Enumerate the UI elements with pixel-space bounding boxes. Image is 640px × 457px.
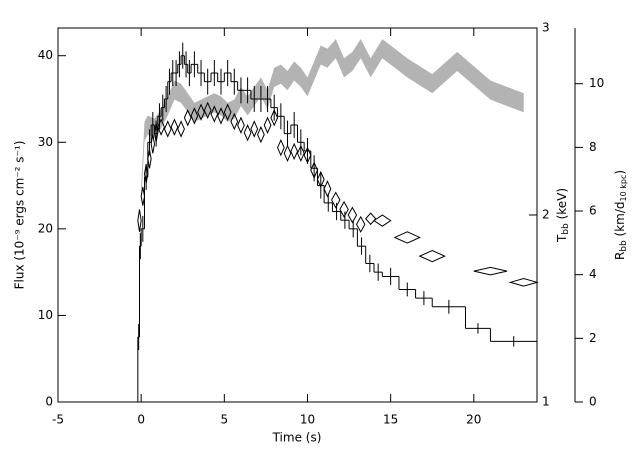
temperature-diamond [197,103,205,121]
x-axis-label: Time (s) [272,431,322,445]
temperature-diamond [147,149,152,169]
x-tick-label: 10 [300,413,315,427]
temperature-diamond [153,123,159,143]
y3-tick-label: 2 [589,331,597,345]
temperature-diamond [203,101,212,119]
temperature-diamond [270,109,279,127]
temperature-diamond [296,144,305,163]
temperature-diamond [230,112,239,131]
temperature-diamond [190,107,199,125]
temperature-diamond [217,107,225,125]
temperature-diamond [418,249,446,263]
temperature-diamond [140,186,145,206]
temperature-diamond [508,278,539,287]
y-tick-label: 0 [45,395,53,409]
temperature-diamond [183,109,192,127]
y2-tick-label: 2 [542,208,550,222]
temperature-diamond [170,118,179,136]
temperature-diamond [250,120,259,138]
temperature-diamond [263,116,272,134]
temperature-diamond [276,138,285,157]
temperature-diamond [210,105,219,123]
x-tick-label: 15 [383,413,398,427]
y2-tick-label: 3 [542,21,550,35]
temperature-diamond [157,118,165,136]
radius-band [141,39,524,205]
temperature-diamond [150,134,155,154]
y2-tick-label: 1 [542,395,550,409]
temperature-diamond [243,124,252,142]
temperature-diamond [365,212,377,226]
temperature-diamond [177,120,185,138]
temperature-diamond [323,180,332,198]
temperature-diamond [310,161,319,179]
y3-tick-label: 8 [589,140,597,154]
temperature-diamond [257,125,265,144]
temperature-diamond [290,142,299,161]
temperature-diamond [163,120,172,138]
x-tick-label: 20 [466,413,481,427]
x-tick-label: 0 [137,413,145,427]
temperature-diamond [355,215,366,233]
x-tick-label: -5 [52,413,64,427]
y3-axis-label: Rbb (km/d10 kpc) [613,170,629,260]
temperature-diamond [137,209,142,232]
temperature-diamond [339,200,349,218]
temperature-diamond [393,231,421,244]
temperature-diamond [283,144,292,163]
temperature-diamond [373,214,392,227]
y-tick-label: 20 [38,221,53,235]
temperature-diamond [331,191,341,209]
y3-tick-label: 0 [589,395,597,409]
temperature-diamond [143,164,149,184]
y3-tick-label: 10 [589,76,604,90]
temperature-diamond [473,266,508,276]
y2-axis-label: Tbb (keV) [555,188,571,243]
temperature-diamond [347,206,358,224]
x-tick-label: 5 [220,413,228,427]
plot-frame [57,27,538,403]
y-tick-label: 30 [38,135,53,149]
y-tick-label: 40 [38,48,53,62]
y-axis-label: Flux (10⁻⁹ ergs cm⁻² s⁻¹) [13,141,27,290]
temperature-diamond [316,170,325,189]
temperature-diamond [223,103,232,121]
y3-tick-label: 4 [589,267,597,281]
y3-tick-label: 6 [589,204,597,218]
temperature-diamond [303,146,312,164]
temperature-diamond [237,116,245,134]
y-tick-label: 10 [38,308,53,322]
